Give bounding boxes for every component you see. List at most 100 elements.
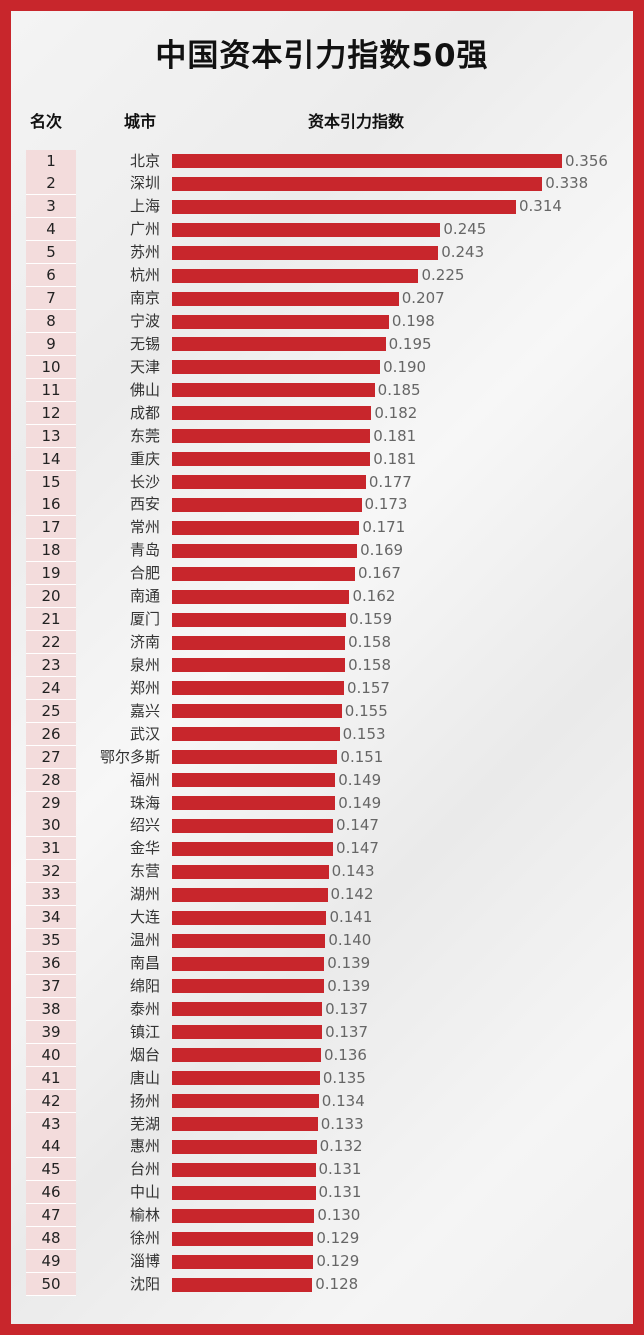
- city-label: 青岛: [129, 541, 160, 560]
- rank-cell: [26, 952, 76, 976]
- value-label: 0.159: [349, 610, 393, 629]
- rank-label: 11: [41, 380, 61, 399]
- city-label: 淄博: [129, 1252, 160, 1271]
- rank-cell: [26, 1066, 76, 1090]
- city-label: 南昌: [129, 954, 160, 973]
- city-label: 武汉: [129, 724, 160, 743]
- rank-label: 49: [41, 1252, 61, 1271]
- bar: [172, 291, 399, 306]
- bar: [172, 1231, 314, 1246]
- rank-label: 33: [41, 885, 61, 904]
- rank-label: 31: [41, 839, 61, 858]
- bar: [172, 589, 350, 604]
- city-label: 台州: [129, 1160, 160, 1179]
- bar: [172, 1277, 313, 1292]
- rank-cell: [26, 1158, 76, 1182]
- value-label: 0.181: [373, 449, 417, 468]
- rank-label: 32: [41, 862, 61, 881]
- value-label: 0.158: [348, 633, 392, 652]
- rank-label: 1: [46, 151, 56, 170]
- bar: [172, 956, 325, 971]
- rank-label: 36: [41, 954, 61, 973]
- rank-cell: [26, 699, 76, 723]
- rank-label: 30: [41, 816, 61, 835]
- city-label: 佛山: [129, 380, 160, 399]
- rank-label: 20: [41, 587, 61, 606]
- bar: [172, 199, 516, 214]
- value-label: 0.207: [401, 289, 445, 308]
- rank-label: 10: [41, 357, 61, 376]
- rank-cell: [26, 1089, 76, 1113]
- rank-cell: [26, 837, 76, 861]
- city-label: 宁波: [129, 312, 160, 330]
- bar: [172, 176, 543, 191]
- value-label: 0.129: [316, 1252, 360, 1271]
- bar: [172, 383, 375, 398]
- city-label: 扬州: [129, 1091, 160, 1110]
- city-label: 成都: [129, 403, 160, 422]
- value-label: 0.245: [443, 220, 487, 239]
- city-label: 北京: [129, 151, 160, 170]
- rank-cell: [26, 608, 76, 632]
- rank-cell: [26, 974, 76, 998]
- rank-label: 4: [46, 220, 56, 239]
- rank-label: 19: [41, 564, 61, 583]
- rank-label: 24: [41, 678, 61, 697]
- city-label: 湖州: [129, 885, 160, 904]
- value-label: 0.132: [319, 1137, 363, 1156]
- bar: [172, 612, 347, 627]
- city-label: 中山: [129, 1183, 160, 1202]
- value-label: 0.139: [327, 976, 371, 995]
- bar: [172, 314, 389, 329]
- value-label: 0.136: [323, 1045, 367, 1064]
- city-label: 无锡: [129, 334, 160, 353]
- value-label: 0.149: [338, 770, 382, 789]
- bar: [172, 360, 381, 375]
- value-label: 0.169: [360, 541, 404, 560]
- value-label: 0.149: [338, 793, 382, 812]
- rank-label: 42: [41, 1091, 61, 1110]
- column-header-city: 城市: [124, 112, 157, 131]
- rank-label: 12: [41, 403, 61, 422]
- rank-label: 6: [46, 266, 56, 285]
- rank-label: 3: [46, 197, 56, 216]
- rank-cell: [26, 745, 76, 769]
- rank-cell: [26, 172, 76, 196]
- rank-label: 28: [41, 770, 61, 789]
- city-label: 东营: [129, 862, 160, 881]
- rank-label: 46: [41, 1183, 61, 1202]
- bar: [172, 658, 346, 673]
- city-label: 沈阳: [129, 1275, 160, 1294]
- rank-cell: [26, 149, 76, 173]
- rank-label: 15: [41, 472, 61, 491]
- chart-title: 中国资本引力指数50强: [155, 38, 489, 74]
- city-label: 惠州: [129, 1137, 160, 1156]
- city-label: 南通: [129, 587, 160, 606]
- rank-cell: [26, 1250, 76, 1274]
- value-label: 0.157: [346, 678, 390, 697]
- bar: [172, 933, 326, 948]
- bar: [172, 1117, 318, 1132]
- city-label: 烟台: [129, 1045, 160, 1064]
- rank-cell: [26, 631, 76, 655]
- value-label: 0.128: [315, 1275, 359, 1294]
- rank-label: 43: [41, 1114, 61, 1133]
- rank-cell: [26, 722, 76, 746]
- bar: [172, 520, 360, 535]
- rank-label: 21: [41, 610, 61, 629]
- rank-cell: [26, 516, 76, 540]
- rank-cell: [26, 218, 76, 242]
- bar: [172, 245, 439, 260]
- rank-label: 47: [41, 1206, 61, 1225]
- rank-label: 37: [41, 976, 61, 995]
- city-label: 长沙: [129, 472, 160, 491]
- rank-cell: [26, 1020, 76, 1044]
- city-label: 深圳: [129, 174, 160, 193]
- value-label: 0.147: [336, 816, 379, 835]
- value-label: 0.133: [320, 1114, 364, 1133]
- rank-label: 17: [41, 518, 61, 537]
- rank-label: 13: [41, 426, 61, 445]
- value-label: 0.147: [336, 839, 379, 858]
- city-label: 绍兴: [129, 816, 160, 835]
- bar: [172, 452, 371, 467]
